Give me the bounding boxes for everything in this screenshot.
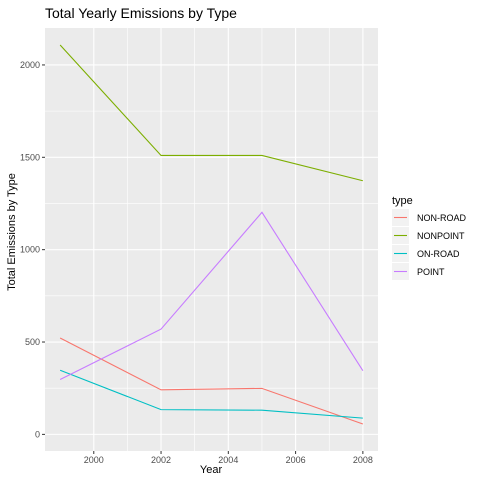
x-tick-label: 2006 [286, 455, 306, 465]
y-axis: 0 500 1000 1500 2000 [20, 60, 45, 439]
x-axis: 2000 2002 2004 2006 2008 [84, 451, 373, 465]
chart-title: Total Yearly Emissions by Type [45, 5, 237, 21]
x-tick-label: 2002 [151, 455, 171, 465]
legend: type NON-ROAD NONPOINT ON-ROAD POINT [392, 195, 466, 280]
series-line-on-road [59, 369, 363, 419]
series-line-non-road [59, 337, 364, 425]
legend-title: type [392, 195, 413, 207]
y-tick-label: 500 [25, 337, 40, 347]
y-tick-label: 1500 [20, 152, 40, 162]
x-tick-label: 2004 [218, 455, 238, 465]
legend-label: POINT [417, 267, 445, 277]
series-line-nonpoint [59, 44, 363, 182]
legend-label: ON-ROAD [417, 249, 460, 259]
y-tick-label: 0 [35, 429, 40, 439]
legend-label: NON-ROAD [417, 213, 466, 223]
x-tick-label: 2000 [84, 455, 104, 465]
y-tick-label: 1000 [20, 245, 40, 255]
y-axis-label: Total Emissions by Type [6, 173, 18, 291]
series-lines [59, 44, 364, 425]
legend-label: NONPOINT [417, 231, 465, 241]
x-axis-label: Year [200, 464, 223, 476]
x-tick-label: 2008 [353, 455, 373, 465]
plot-panel [45, 28, 378, 451]
minor-gridlines [45, 28, 378, 451]
y-tick-label: 2000 [20, 60, 40, 70]
major-gridlines [45, 28, 378, 451]
series-line-point [59, 211, 364, 381]
